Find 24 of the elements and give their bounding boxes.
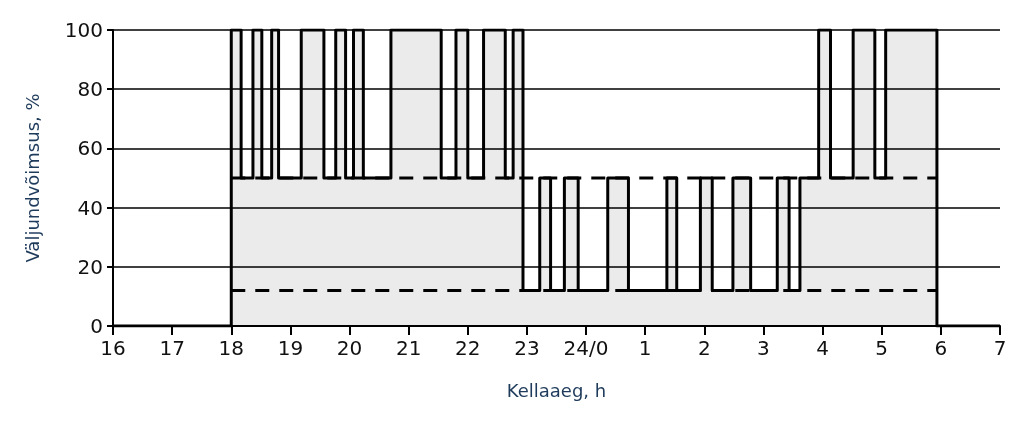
x-tick-label: 16 [100,336,126,360]
x-tick-label: 23 [514,336,540,360]
y-tick-label: 60 [77,136,103,161]
x-tick-label: 3 [757,336,770,360]
x-tick-label: 18 [218,336,244,360]
x-tick-label: 5 [875,336,889,360]
x-tick-label: 6 [934,336,948,360]
x-tick-label: 19 [277,336,304,360]
x-axis-title: Kellaaeg, h [506,379,607,401]
y-tick-label: 100 [64,18,103,42]
y-tick-label: 80 [77,77,103,102]
x-tick-label: 7 [993,336,1007,360]
y-tick-label: 0 [90,314,103,338]
x-tick-label: 2 [697,336,711,360]
x-tick-label: 21 [395,336,422,360]
x-tick-label: 17 [159,336,185,360]
x-tick-label: 4 [816,336,829,360]
x-tick-label: 1 [638,336,652,360]
x-tick-label: 20 [336,336,363,360]
x-tick-label: 24/0 [563,336,609,360]
y-tick-label: 20 [77,254,103,279]
x-tick-label: 22 [455,336,481,360]
y-axis-title: Väljundvõimsus, % [21,93,43,263]
y-tick-label: 40 [77,195,103,220]
